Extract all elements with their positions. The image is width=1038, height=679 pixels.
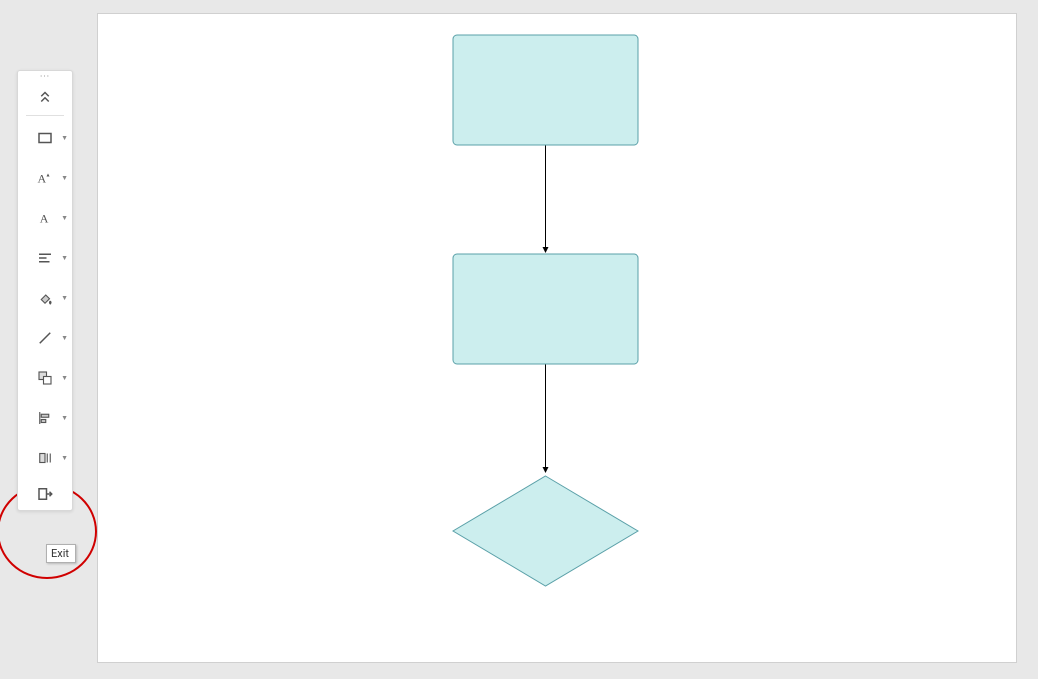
- svg-text:▴: ▴: [47, 172, 50, 179]
- flowchart-svg: [97, 13, 1017, 663]
- flowchart-node[interactable]: [453, 254, 638, 364]
- chevron-down-icon: ▼: [61, 414, 68, 422]
- chevron-down-icon: ▼: [61, 374, 68, 382]
- chevron-down-icon: ▼: [61, 254, 68, 262]
- flowchart-node[interactable]: [453, 476, 638, 586]
- rectangle-icon: [36, 129, 54, 147]
- font-size-tool-button[interactable]: A ▴ ▼: [18, 158, 72, 198]
- chevron-down-icon: ▼: [61, 334, 68, 342]
- line-tool-button[interactable]: ▼: [18, 318, 72, 358]
- chevron-down-icon: ▼: [61, 134, 68, 142]
- shape-tool-button[interactable]: ▼: [18, 118, 72, 158]
- chevron-down-icon: ▼: [61, 214, 68, 222]
- exit-icon: [36, 485, 54, 503]
- toolbar-separator: [26, 115, 64, 116]
- chevron-down-icon: ▼: [61, 454, 68, 462]
- chevron-up-double-icon: [36, 88, 54, 106]
- distribute-tool-button[interactable]: ▼: [18, 438, 72, 478]
- align-left-icon: [36, 249, 54, 267]
- align-objects-icon: [36, 409, 54, 427]
- align-objects-tool-button[interactable]: ▼: [18, 398, 72, 438]
- exit-button[interactable]: [18, 478, 72, 510]
- flowchart-node[interactable]: [453, 35, 638, 145]
- svg-text:A: A: [40, 212, 49, 226]
- pencil-line-icon: [36, 329, 54, 347]
- align-text-tool-button[interactable]: ▼: [18, 238, 72, 278]
- arrange-tool-button[interactable]: ▼: [18, 358, 72, 398]
- svg-text:A: A: [38, 172, 47, 186]
- font-color-tool-button[interactable]: A ▼: [18, 198, 72, 238]
- collapse-button[interactable]: [18, 81, 72, 113]
- font-color-icon: A: [36, 209, 54, 227]
- arrange-icon: [36, 369, 54, 387]
- sidebar-toolbar: ⋯ ▼ A ▴ ▼ A ▼ ▼: [17, 70, 73, 511]
- chevron-down-icon: ▼: [61, 294, 68, 302]
- distribute-icon: [36, 449, 54, 467]
- chevron-down-icon: ▼: [61, 174, 68, 182]
- fill-tool-button[interactable]: ▼: [18, 278, 72, 318]
- tooltip: Exit: [46, 544, 76, 563]
- toolbar-grip[interactable]: ⋯: [18, 71, 72, 81]
- fill-bucket-icon: [36, 289, 54, 307]
- font-size-icon: A ▴: [36, 169, 54, 187]
- tooltip-text: Exit: [51, 547, 69, 560]
